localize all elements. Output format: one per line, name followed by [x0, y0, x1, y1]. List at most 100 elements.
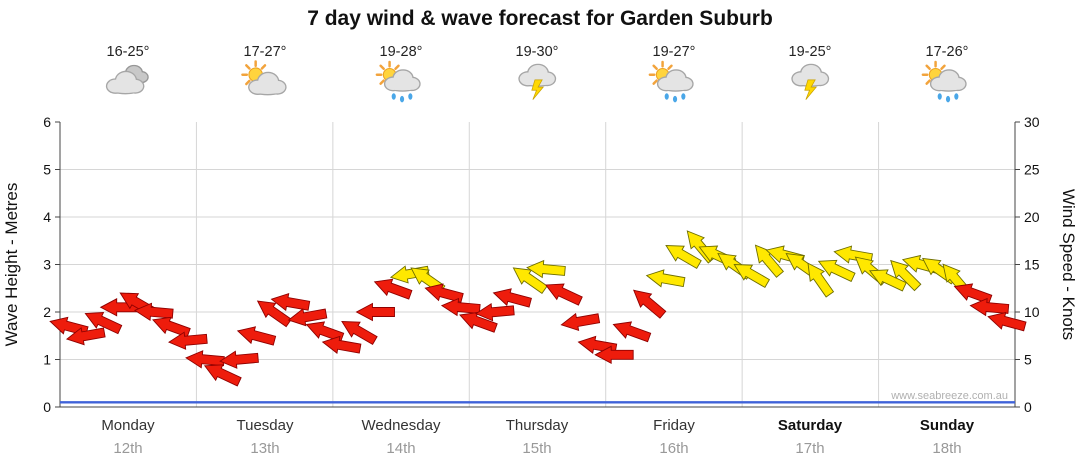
wind-arrow — [560, 312, 601, 332]
left-axis-tick: 3 — [43, 257, 51, 273]
day-date-saturday: 17th — [795, 440, 825, 457]
wind-arrow — [633, 289, 667, 319]
left-axis-tick: 5 — [43, 162, 51, 178]
wind-arrow — [577, 335, 618, 354]
wind-arrow — [854, 256, 889, 286]
wind-arrow — [440, 297, 481, 317]
right-axis-tick: 0 — [1024, 399, 1032, 415]
wind-arrow — [84, 312, 123, 335]
wind-arrow — [512, 267, 548, 295]
left-axis-tick: 4 — [43, 209, 51, 225]
day-label-saturday: Saturday — [777, 417, 843, 434]
temp-range-saturday: 19-25° — [788, 44, 832, 60]
weather-icon-partly-cloudy — [200, 60, 330, 112]
wind-arrow — [341, 321, 378, 346]
wind-arrow — [373, 278, 413, 300]
wind-arrow-series — [49, 230, 1027, 387]
wind-arrow — [665, 245, 702, 270]
wind-arrow — [765, 245, 805, 265]
wind-arrow — [686, 230, 716, 264]
wind-arrow — [612, 321, 652, 343]
wind-arrow — [645, 269, 686, 288]
temp-range-tuesday: 17-27° — [243, 44, 287, 60]
wind-arrow — [389, 265, 430, 284]
wind-arrow — [305, 321, 345, 343]
wind-arrow — [492, 288, 532, 308]
wind-arrow — [185, 350, 225, 369]
wind-arrow — [733, 264, 771, 289]
wind-arrow — [65, 327, 106, 346]
wind-arrow — [475, 303, 515, 322]
temp-range-wednesday: 19-28° — [379, 44, 423, 60]
wind-arrow — [698, 245, 737, 268]
weather-icon-cloudy — [63, 60, 193, 112]
right-axis-tick: 15 — [1024, 257, 1040, 273]
left-axis-tick: 2 — [43, 304, 51, 320]
wind-arrow — [119, 292, 157, 317]
wind-arrow — [133, 302, 174, 321]
right-axis-tick: 10 — [1024, 304, 1040, 320]
weather-icon-storm — [745, 60, 875, 112]
wind-arrow — [459, 311, 498, 333]
temp-range-monday: 16-25° — [106, 44, 150, 60]
wind-arrow — [321, 335, 362, 354]
temp-range-friday: 19-27° — [652, 44, 696, 60]
day-label-tuesday: Tuesday — [236, 417, 294, 434]
day-label-wednesday: Wednesday — [361, 417, 441, 434]
right-axis-tick: 20 — [1024, 209, 1040, 225]
weather-icon-sun-showers — [336, 60, 466, 112]
watermark: www.seabreeze.com.au — [890, 390, 1008, 402]
right-axis-tick: 5 — [1024, 352, 1032, 368]
wind-arrow — [152, 316, 191, 338]
day-date-tuesday: 13th — [250, 440, 280, 457]
wind-arrow — [526, 259, 566, 279]
wind-arrow — [890, 259, 922, 292]
wind-arrow — [410, 267, 446, 295]
wind-arrow — [49, 316, 89, 337]
wind-arrow — [545, 283, 583, 306]
temp-range-thursday: 19-30° — [515, 44, 559, 60]
day-date-thursday: 15th — [522, 440, 552, 457]
wind-arrow — [807, 262, 835, 298]
wind-arrow — [168, 331, 208, 350]
wind-arrow — [833, 245, 874, 264]
wind-arrow — [287, 308, 328, 327]
wind-arrow — [869, 269, 907, 292]
left-axis-tick: 6 — [43, 114, 51, 130]
wind-arrow — [594, 345, 634, 365]
day-label-friday: Friday — [653, 417, 695, 434]
wind-arrow — [99, 298, 140, 317]
wind-arrow — [236, 326, 277, 346]
right-axis-tick: 25 — [1024, 162, 1040, 178]
page-title: 7 day wind & wave forecast for Garden Su… — [307, 7, 773, 30]
wind-arrow — [785, 253, 821, 280]
right-axis-title: Wind Speed - Knots — [1059, 189, 1078, 340]
wind-arrow — [901, 254, 942, 275]
wind-arrow — [203, 364, 242, 387]
wind-arrow — [921, 257, 958, 285]
wind-arrow — [987, 311, 1027, 332]
wind-arrow — [256, 300, 292, 328]
day-label-sunday: Sunday — [919, 417, 975, 434]
wind-arrow — [969, 297, 1010, 317]
temp-range-sunday: 17-26° — [925, 44, 969, 60]
wind-arrow — [817, 259, 856, 283]
weather-icon-storm — [472, 60, 602, 112]
day-date-monday: 12th — [113, 440, 143, 457]
wind-arrow — [355, 302, 395, 322]
wind-arrow — [270, 292, 311, 312]
left-axis-title: Wave Height - Metres — [2, 183, 21, 347]
day-label-monday: Monday — [101, 417, 155, 434]
wind-arrow — [942, 263, 972, 297]
left-axis-tick: 1 — [43, 352, 51, 368]
wind-arrow — [953, 283, 993, 305]
weather-icon-sun-showers — [882, 60, 1012, 112]
wind-arrow — [754, 244, 784, 278]
day-date-friday: 16th — [659, 440, 689, 457]
day-date-sunday: 18th — [932, 440, 962, 457]
weather-icon-sun-showers — [609, 60, 739, 112]
day-label-thursday: Thursday — [505, 417, 569, 434]
wind-arrow — [219, 350, 259, 369]
wind-arrow — [424, 283, 464, 303]
